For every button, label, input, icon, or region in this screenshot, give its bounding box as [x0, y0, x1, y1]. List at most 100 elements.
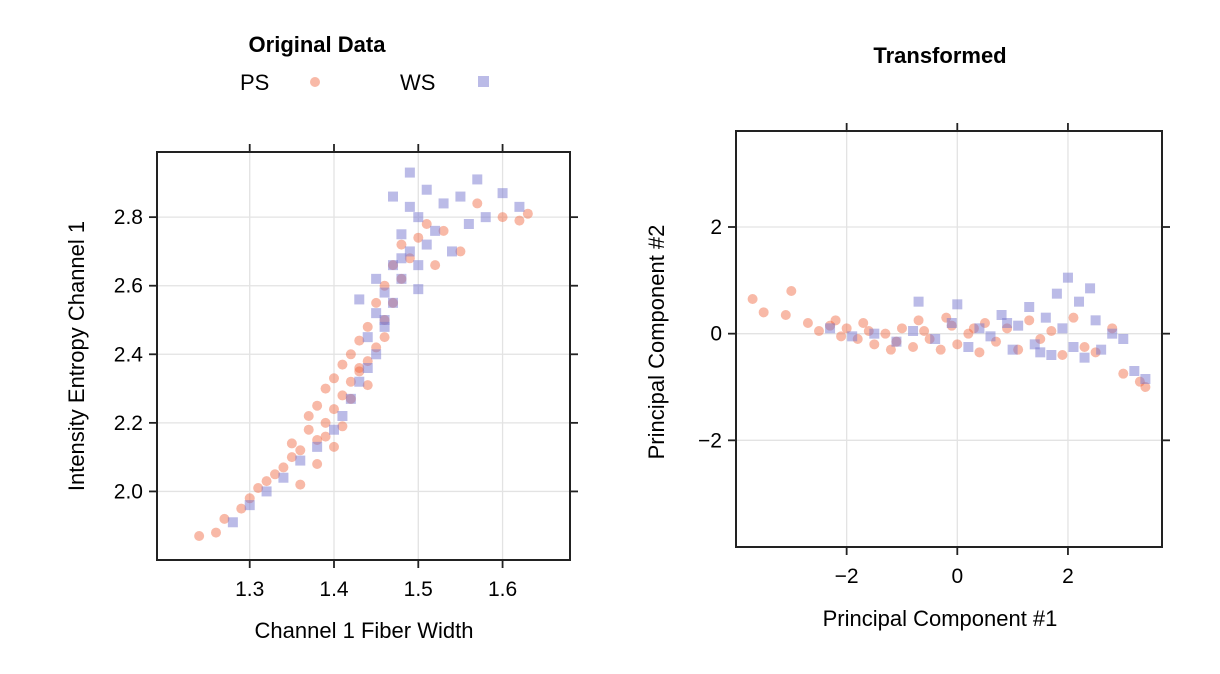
right-chart-x-tick-label: 0: [951, 565, 963, 588]
right-chart-point-ps: [786, 286, 797, 296]
left-chart-point-ws: [497, 188, 508, 199]
left-chart-point-ps: [345, 376, 356, 387]
right-chart-point-ps: [896, 323, 907, 334]
left-chart-x-tick-label: 1.5: [404, 578, 433, 601]
left-chart-point-ws: [371, 273, 382, 284]
left-chart-point-ws: [278, 472, 289, 483]
right-chart-x-tick-label: −2: [835, 565, 859, 588]
right-chart-point-ps: [880, 328, 891, 339]
left-chart-point-ps: [362, 380, 373, 391]
left-chart-point-ps: [354, 363, 365, 373]
right-chart-point-ps: [747, 294, 758, 304]
left-chart-point-ps: [303, 411, 314, 421]
left-chart-point-ws: [354, 376, 365, 387]
left-chart-point-ws: [329, 424, 339, 435]
right-chart-point-ws: [869, 328, 880, 339]
left-chart-y-tick-label: 2.0: [114, 480, 143, 503]
right-chart-point-ps: [1024, 315, 1035, 326]
right-chart-point-ws: [1007, 344, 1018, 355]
left-chart-point-ps: [295, 479, 306, 490]
right-chart-point-ws: [1096, 344, 1107, 355]
right-chart-point-ws: [1085, 283, 1096, 294]
right-chart-point-ws: [996, 310, 1007, 320]
right-chart-point-ws: [847, 331, 858, 342]
left-chart-point-ws: [396, 229, 407, 240]
right-chart-point-ws: [974, 323, 985, 334]
left-chart-point-ws: [438, 198, 449, 209]
left-chart-point-ps: [497, 212, 508, 223]
left-chart-point-ps: [362, 321, 373, 332]
right-chart-x-label: Principal Component #1: [823, 606, 1058, 631]
right-chart-point-ps: [913, 315, 924, 326]
right-chart-point-ps: [869, 339, 880, 350]
left-chart-point-ps: [270, 469, 280, 480]
left-chart-point-ps: [438, 225, 449, 236]
legend-label-ps: PS: [240, 70, 269, 95]
right-chart-ticks: −2 0 2 −2 0 2: [698, 123, 1170, 588]
right-chart-point-ps: [908, 342, 919, 352]
left-chart-point-ws: [362, 363, 373, 373]
right-chart-point-ws: [1079, 352, 1090, 363]
left-chart-point-ps: [219, 513, 230, 524]
left-chart-point-ps: [261, 476, 272, 487]
left-chart-point-ws: [396, 273, 407, 284]
left-chart-x-tick-label: 1.4: [319, 578, 349, 601]
left-chart-point-ws: [337, 411, 348, 421]
left-chart-point-ps: [472, 198, 483, 209]
left-chart-point-ws: [388, 260, 398, 271]
left-chart-point-ws: [345, 393, 356, 404]
left-chart-point-ps: [430, 260, 441, 271]
left-chart-point-ws: [480, 212, 491, 223]
right-chart-point-ps: [885, 344, 896, 355]
left-chart-point-ps: [413, 232, 424, 243]
right-chart-point-ws: [1002, 318, 1013, 328]
left-chart-y-tick-label: 2.6: [114, 275, 143, 298]
left-chart-grid: [157, 152, 570, 560]
right-chart-point-ws: [1090, 315, 1101, 326]
left-chart-point-ps: [379, 332, 390, 343]
right-chart-point-ws: [891, 336, 902, 347]
right-chart-x-tick-label: 2: [1062, 565, 1074, 588]
left-chart-y-tick-label: 2.4: [114, 343, 144, 366]
right-chart-y-tick-label: 0: [710, 323, 722, 346]
right-chart-point-ws: [1068, 342, 1079, 352]
left-chart-point-ps: [286, 438, 297, 449]
left-chart-point-ws: [354, 294, 365, 305]
right-chart-point-ps: [830, 315, 841, 326]
right-chart-point-ps: [952, 339, 963, 350]
right-chart-point-ps: [1079, 342, 1090, 352]
right-chart-point-ps: [841, 323, 852, 334]
left-chart-point-ws: [472, 174, 483, 185]
left-chart-point-ws: [388, 297, 398, 308]
right-chart-point-ws: [1107, 328, 1118, 339]
left-chart-point-ws: [430, 225, 441, 236]
left-chart-point-ws: [421, 239, 432, 250]
right-chart-point-ws: [825, 323, 836, 334]
left-chart-point-ws: [362, 332, 373, 343]
left-chart-point-ps: [337, 390, 348, 401]
left-chart-point-ws: [413, 284, 424, 295]
right-chart-point-ws: [1074, 296, 1085, 307]
right-chart-y-label: Principal Component #2: [644, 225, 669, 460]
left-chart-point-ps: [253, 483, 264, 493]
right-chart-point-ps: [758, 307, 769, 318]
right-chart-point-ws: [1046, 350, 1057, 360]
right-chart-point-ws: [946, 318, 957, 328]
right-chart-point-ws: [1029, 339, 1040, 350]
right-chart-point-ps: [963, 328, 974, 339]
legend-marker-ps: [310, 77, 320, 87]
right-chart-point-ps: [802, 318, 813, 328]
left-chart-title: Original Data: [249, 32, 387, 57]
left-chart-x-tick-label: 1.6: [488, 578, 517, 601]
right-chart-point-ws: [1035, 347, 1046, 358]
left-chart-point-ws: [447, 246, 457, 257]
left-chart-point-ps: [320, 417, 331, 428]
right-chart-y-tick-label: −2: [698, 429, 722, 452]
left-chart: Original Data PS WS 1.3 1.4 1.5 1.6 2.0 2.2 2.…: [64, 32, 578, 643]
right-chart-point-ws: [1013, 320, 1024, 331]
left-chart-point-ps: [286, 452, 297, 463]
right-chart-point-ps: [858, 318, 869, 328]
right-chart-point-ws: [908, 326, 919, 336]
legend: PS WS: [240, 70, 489, 95]
left-chart-point-ws: [379, 287, 390, 298]
